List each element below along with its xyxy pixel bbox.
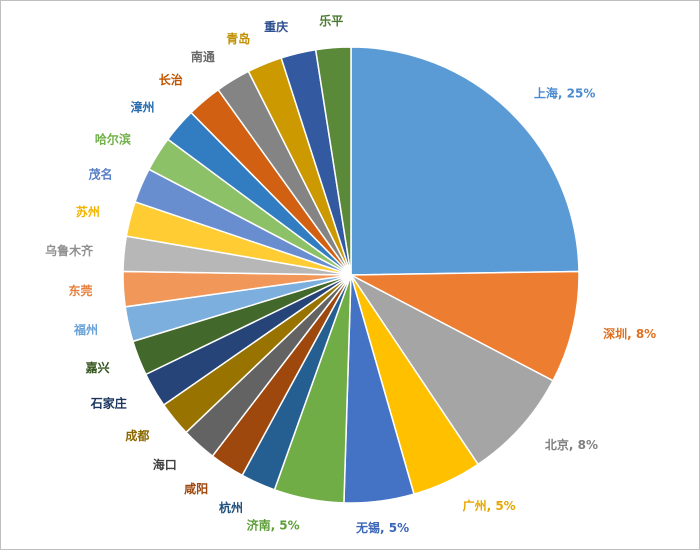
pie-slice-2: [350, 270, 580, 382]
pie-label-8: 咸阳: [184, 481, 208, 496]
pie-label-23: 重庆: [264, 19, 288, 34]
pie-label-22: 青岛: [226, 31, 250, 46]
pie-label-13: 福州: [73, 322, 98, 337]
pie-label-1: 上海, 25%: [534, 85, 595, 100]
pie-slice-1: [350, 46, 580, 276]
pie-label-7: 杭州: [219, 500, 243, 515]
pie-label-11: 石家庄: [90, 396, 127, 411]
pie-label-4: 广州, 5%: [463, 498, 516, 513]
pie-label-5: 无锡, 5%: [355, 520, 409, 535]
pie-label-2: 深圳, 8%: [603, 326, 656, 341]
pie-label-18: 哈尔滨: [95, 132, 131, 147]
pie-slice-3: [350, 274, 555, 466]
pie-label-19: 漳州: [130, 100, 154, 115]
pie-label-15: 乌鲁木齐: [45, 243, 94, 258]
pie-label-16: 苏州: [76, 204, 100, 219]
pie-label-21: 南通: [191, 49, 215, 64]
pie-label-6: 济南, 5%: [247, 518, 300, 533]
pie-label-9: 海口: [153, 457, 177, 472]
pie-slice-24: [314, 46, 352, 276]
pie-label-17: 茂名: [89, 167, 113, 182]
pie-label-10: 成都: [125, 428, 149, 443]
pie-label-14: 东莞: [68, 283, 92, 298]
pie-label-24: 乐平: [319, 13, 343, 28]
pie-label-12: 嘉兴: [85, 360, 110, 375]
pie-label-3: 北京, 8%: [545, 437, 598, 452]
pie-label-20: 长治: [159, 72, 183, 87]
